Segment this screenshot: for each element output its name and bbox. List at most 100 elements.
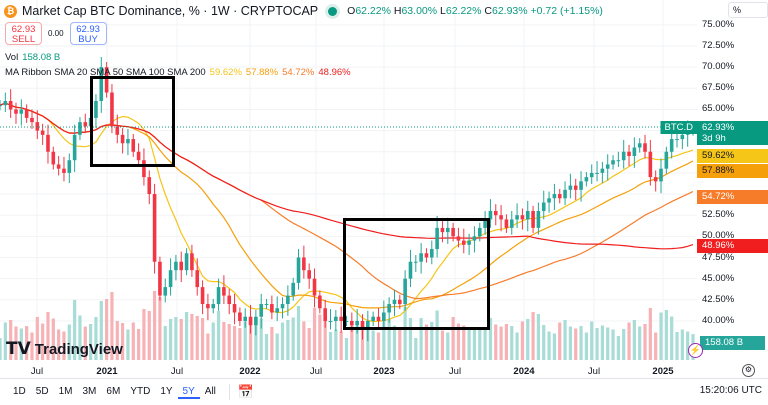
volume-bar bbox=[510, 326, 514, 360]
buy-button[interactable]: 62.93 BUY bbox=[69, 22, 107, 45]
sell-button[interactable]: 62.93 SELL bbox=[5, 22, 42, 45]
range-3m[interactable]: 3M bbox=[82, 385, 97, 397]
candle-body bbox=[531, 210, 535, 228]
annotation-rectangle[interactable] bbox=[343, 218, 490, 330]
candle-body bbox=[232, 304, 237, 313]
candle-body bbox=[115, 126, 120, 135]
candle-body bbox=[254, 316, 258, 326]
candle-body bbox=[264, 304, 269, 306]
sma50-label: 57.88% bbox=[697, 164, 768, 178]
volume-bar bbox=[472, 329, 477, 360]
candle-body bbox=[334, 316, 338, 321]
candle-body bbox=[643, 143, 647, 152]
date-range-calendar-icon[interactable]: 📅 bbox=[237, 384, 255, 399]
sma-20-line bbox=[0, 102, 694, 322]
volume-bar bbox=[163, 326, 167, 360]
volume-bar bbox=[467, 327, 471, 360]
volume-bar bbox=[344, 338, 349, 360]
volume-bar bbox=[552, 333, 556, 360]
range-ytd[interactable]: YTD bbox=[130, 385, 151, 397]
volume-bar bbox=[51, 318, 55, 360]
candle-body bbox=[99, 67, 104, 101]
candle-body bbox=[3, 100, 8, 106]
volume-bar bbox=[430, 322, 434, 360]
candle-body bbox=[318, 295, 322, 309]
volume-bar bbox=[158, 297, 162, 360]
volume-bar bbox=[408, 318, 413, 360]
volume-bar bbox=[115, 321, 119, 360]
volume-bar bbox=[392, 325, 397, 360]
price-tick: 75.00% bbox=[702, 18, 735, 30]
range-1d[interactable]: 1D bbox=[13, 385, 26, 397]
time-tick: 2022 bbox=[239, 366, 261, 377]
settings-gear-icon[interactable]: ⚙ bbox=[742, 364, 755, 377]
volume-bar bbox=[142, 309, 146, 360]
range-1m[interactable]: 1M bbox=[58, 385, 73, 397]
volume-bar bbox=[659, 312, 663, 360]
time-tick: 2024 bbox=[513, 366, 535, 377]
candle-body bbox=[451, 227, 455, 237]
candle-body bbox=[429, 249, 434, 258]
candle-body bbox=[211, 304, 216, 309]
candle-body bbox=[424, 253, 429, 258]
range-6m[interactable]: 6M bbox=[106, 385, 121, 397]
volume-bar bbox=[675, 332, 679, 360]
volume-bar bbox=[3, 322, 7, 360]
candle-body bbox=[328, 320, 333, 322]
range-5d[interactable]: 5D bbox=[35, 385, 49, 397]
range-5y[interactable]: 5Y bbox=[177, 386, 200, 399]
symbol-title[interactable]: Market Cap BTC Dominance, % · 1W · CRYPT… bbox=[22, 4, 319, 18]
volume-bar bbox=[323, 316, 327, 360]
clock[interactable]: 15:20:06 UTC bbox=[699, 385, 762, 396]
candle-body bbox=[387, 304, 391, 313]
volume-bar bbox=[195, 316, 199, 360]
candle-body bbox=[158, 261, 162, 296]
range-all[interactable]: All bbox=[204, 385, 216, 397]
volume-bar bbox=[291, 317, 295, 360]
volume-bar bbox=[520, 321, 525, 360]
volume-bar bbox=[328, 332, 333, 360]
axis-unit-button[interactable]: % bbox=[728, 2, 768, 18]
candle-body bbox=[339, 316, 343, 321]
candle-body bbox=[238, 312, 242, 321]
candle-body bbox=[296, 257, 301, 283]
candle-body bbox=[616, 160, 621, 162]
range-1y[interactable]: 1Y bbox=[160, 385, 173, 397]
candle-body bbox=[376, 316, 381, 321]
candle-body bbox=[605, 164, 610, 169]
candle-body bbox=[83, 122, 88, 127]
tradingview-logo-icon: 𝗧𝗩 bbox=[6, 339, 31, 358]
volume-bar bbox=[280, 322, 285, 360]
tradingview-logo[interactable]: 𝗧𝗩 TradingView bbox=[6, 339, 123, 358]
candle-body bbox=[653, 177, 658, 182]
price-tick: 40.00% bbox=[702, 314, 735, 326]
volume-bar bbox=[526, 319, 530, 360]
candle-body bbox=[611, 160, 615, 165]
candle-body bbox=[637, 143, 642, 148]
candle-body bbox=[680, 134, 685, 140]
volume-bar bbox=[488, 318, 493, 360]
candle-body bbox=[488, 210, 493, 220]
bottom-toolbar: 1D 5D 1M 3M 6M YTD 1Y 5Y All 📅 15:20:06 UTC bbox=[0, 378, 768, 405]
candle-body bbox=[408, 261, 413, 279]
volume-bar bbox=[9, 320, 13, 360]
volume-bar bbox=[190, 314, 194, 360]
volume-bar bbox=[542, 325, 546, 360]
price-chart[interactable] bbox=[0, 0, 697, 362]
volume-bar bbox=[446, 332, 450, 360]
volume-bar bbox=[296, 306, 301, 360]
volume-bar bbox=[638, 326, 642, 360]
candle-body bbox=[24, 109, 29, 118]
annotation-rectangle[interactable] bbox=[90, 76, 175, 167]
candle-body bbox=[46, 134, 50, 152]
candle-body bbox=[595, 172, 599, 174]
volume-bar bbox=[41, 323, 45, 360]
candle-body bbox=[110, 92, 114, 127]
volume-bar bbox=[14, 326, 18, 360]
lightning-icon[interactable]: ⚡ bbox=[688, 343, 703, 358]
candle-body bbox=[270, 304, 274, 313]
candle-body bbox=[382, 312, 386, 321]
candle-body bbox=[445, 227, 450, 233]
candle-body bbox=[664, 151, 669, 169]
volume-bar bbox=[110, 292, 114, 360]
